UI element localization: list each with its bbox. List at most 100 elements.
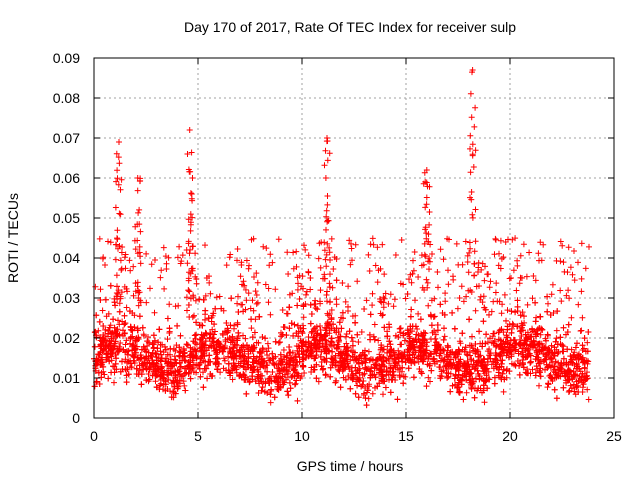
data-point	[328, 338, 335, 345]
data-point	[335, 366, 342, 373]
data-point	[293, 377, 300, 384]
data-point	[197, 359, 204, 366]
data-point	[378, 362, 385, 369]
data-point	[516, 280, 523, 287]
data-point	[400, 281, 407, 288]
data-point	[442, 290, 449, 297]
data-point	[428, 351, 435, 358]
data-point	[437, 246, 444, 253]
data-point	[504, 326, 511, 333]
data-point	[237, 273, 244, 280]
data-point	[283, 310, 290, 317]
data-point	[299, 330, 306, 337]
data-point	[263, 348, 270, 355]
data-point	[162, 343, 168, 350]
data-point	[522, 347, 529, 354]
data-point	[245, 376, 252, 382]
data-point	[219, 348, 226, 355]
data-point	[267, 251, 274, 258]
data-point	[167, 359, 174, 366]
data-point	[187, 227, 194, 234]
data-point	[426, 362, 433, 369]
data-point	[127, 340, 133, 347]
data-point	[145, 371, 152, 377]
data-point	[337, 350, 344, 357]
data-point	[575, 389, 582, 395]
data-point	[187, 375, 194, 382]
data-point	[206, 279, 213, 286]
data-point	[367, 374, 374, 381]
data-point	[235, 329, 242, 336]
data-point	[176, 349, 183, 356]
data-point	[379, 371, 386, 378]
data-point	[463, 368, 470, 375]
data-point	[387, 389, 394, 396]
data-point	[228, 354, 235, 361]
data-point	[183, 294, 190, 301]
data-point	[220, 307, 227, 314]
data-point	[454, 305, 461, 312]
data-point	[307, 350, 314, 357]
data-point	[517, 328, 524, 335]
data-point	[468, 189, 475, 195]
data-point	[184, 151, 191, 157]
data-point	[106, 358, 113, 365]
y-tick-label: 0.05	[53, 210, 80, 226]
data-point	[207, 290, 214, 297]
data-point	[406, 276, 412, 283]
data-point	[288, 320, 295, 327]
data-point	[542, 366, 548, 373]
data-point	[552, 338, 559, 345]
data-point	[452, 371, 459, 378]
data-point	[320, 275, 326, 282]
data-point	[239, 301, 246, 308]
data-point	[223, 320, 230, 326]
data-point	[499, 370, 506, 377]
data-point	[159, 371, 166, 377]
data-point	[450, 276, 457, 283]
data-point	[100, 335, 106, 342]
data-point	[311, 325, 318, 332]
data-point	[360, 378, 367, 384]
data-point	[184, 260, 191, 267]
data-point	[225, 360, 232, 367]
data-point	[482, 362, 489, 369]
data-point	[130, 263, 137, 270]
data-point	[286, 325, 293, 332]
data-point	[116, 243, 123, 249]
data-point	[440, 336, 447, 343]
data-point	[482, 306, 489, 313]
data-point	[471, 260, 478, 267]
data-point	[472, 104, 479, 111]
data-point	[434, 269, 441, 275]
data-point	[122, 251, 129, 258]
data-point	[213, 294, 220, 301]
data-point	[300, 347, 307, 354]
data-point	[486, 346, 493, 353]
data-point	[253, 300, 260, 307]
data-point	[406, 342, 413, 349]
data-point	[275, 339, 282, 346]
data-point	[254, 299, 261, 306]
data-point	[291, 373, 298, 380]
data-point	[361, 306, 368, 312]
data-point	[394, 396, 401, 403]
data-point	[163, 260, 170, 267]
data-point	[187, 190, 194, 197]
data-point	[389, 368, 396, 375]
data-point	[565, 321, 572, 328]
data-point	[471, 394, 478, 401]
data-point	[171, 356, 178, 363]
data-point	[347, 261, 354, 268]
data-point	[549, 376, 556, 382]
data-point	[191, 332, 198, 339]
data-point	[463, 293, 470, 300]
data-point	[449, 362, 456, 369]
data-point	[393, 360, 399, 367]
data-point	[139, 324, 146, 331]
data-point	[293, 343, 300, 349]
data-point	[257, 364, 264, 371]
data-point	[307, 320, 314, 327]
data-point	[584, 386, 591, 393]
data-point	[164, 336, 171, 343]
